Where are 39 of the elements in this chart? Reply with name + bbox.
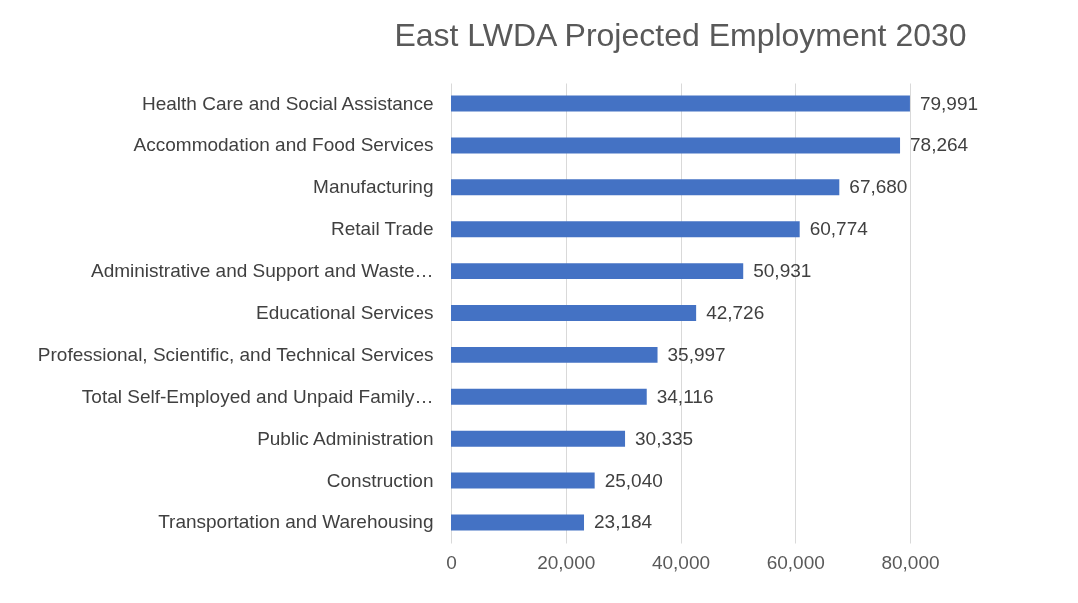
y-tick-label: Accommodation and Food Services <box>133 134 434 156</box>
data-label: 34,116 <box>656 385 714 407</box>
data-label: 60,774 <box>809 218 869 240</box>
bar <box>451 137 901 154</box>
bar <box>451 221 800 238</box>
y-tick-label: Public Administration <box>257 427 434 449</box>
y-tick-label: Educational Services <box>256 302 434 323</box>
bar <box>451 472 595 489</box>
bar <box>451 95 910 112</box>
data-label: 79,991 <box>919 92 979 114</box>
bar <box>451 514 585 531</box>
data-label: 23,184 <box>594 511 653 533</box>
bar <box>451 430 626 447</box>
y-tick-label: Construction <box>326 469 434 491</box>
data-label: 30,335 <box>635 427 694 449</box>
y-tick-label: Administrative and Support and Waste… <box>90 260 434 282</box>
bar <box>451 305 697 321</box>
y-tick-label: Professional, Scientific, and Technical Services <box>37 343 434 365</box>
data-label: 35,997 <box>667 343 726 365</box>
bar <box>451 179 840 196</box>
x-tick-label: 0 <box>446 551 457 573</box>
x-tick-label: 20,000 <box>537 551 596 573</box>
bar <box>451 388 647 405</box>
bar <box>451 263 744 280</box>
data-label: 42,726 <box>706 302 765 323</box>
y-tick-label: Total Self-Employed and Unpaid Family… <box>81 385 434 407</box>
y-tick-label: Manufacturing <box>313 176 434 198</box>
y-tick-label: Transportation and Warehousing <box>158 511 434 533</box>
data-label: 25,040 <box>604 469 663 491</box>
y-tick-label: Health Care and Social Assistance <box>142 92 434 114</box>
bar <box>451 346 658 363</box>
data-label: 50,931 <box>753 260 812 282</box>
y-tick-label: Retail Trade <box>331 218 434 240</box>
data-label: 67,680 <box>849 176 908 198</box>
chart-title: East LWDA Projected Employment 2030 <box>394 17 967 53</box>
x-tick-label: 60,000 <box>766 551 825 573</box>
x-tick-label: 40,000 <box>651 551 711 573</box>
x-tick-label: 80,000 <box>881 551 940 573</box>
data-label: 78,264 <box>910 134 969 156</box>
